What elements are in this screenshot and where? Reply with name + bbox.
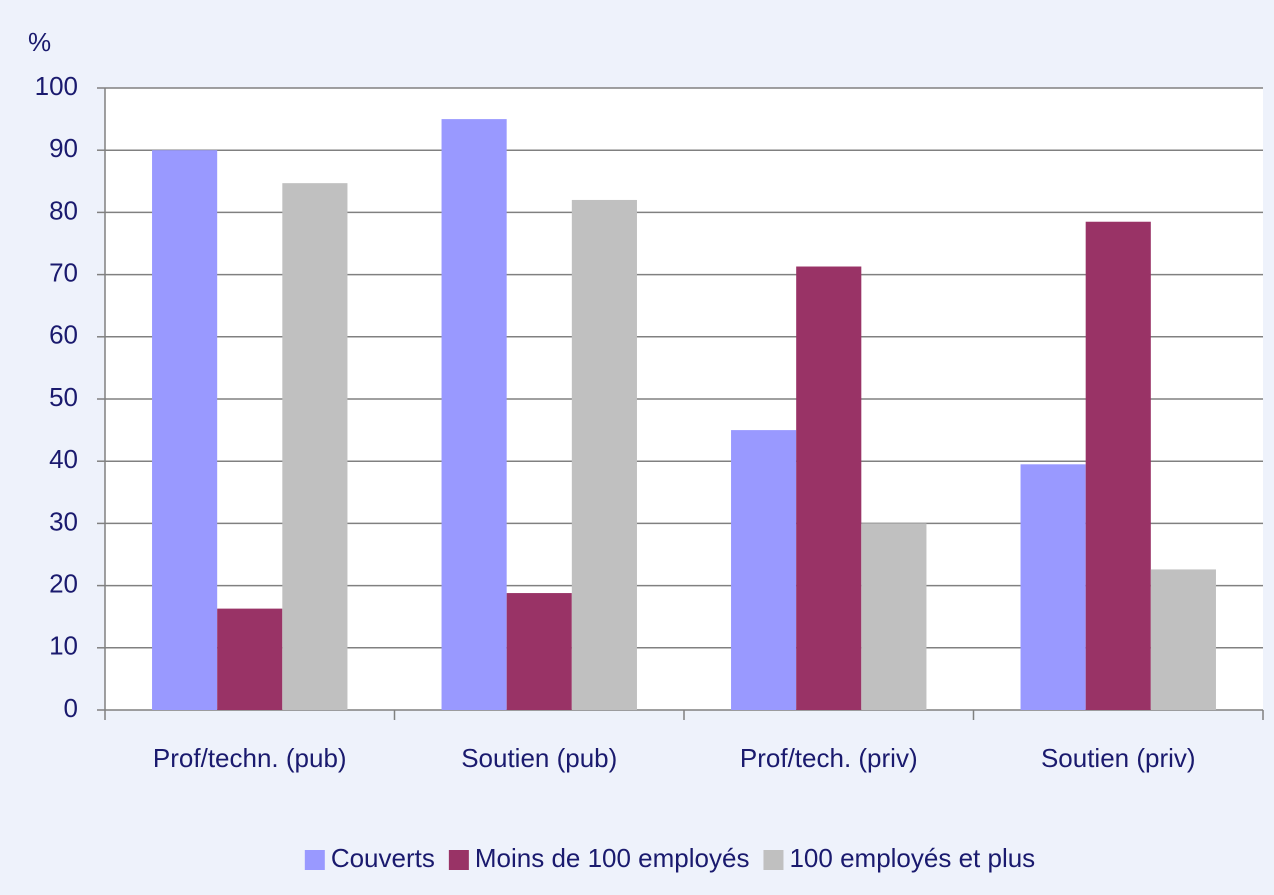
- bar: [217, 608, 283, 710]
- y-axis-label: %: [28, 27, 51, 57]
- bar: [1085, 221, 1151, 711]
- y-tick-label: 80: [49, 195, 78, 225]
- bar: [441, 119, 507, 711]
- y-tick-label: 30: [49, 506, 78, 536]
- bar: [571, 199, 637, 710]
- y-tick-label: 50: [49, 382, 78, 412]
- legend-label: 100 employés et plus: [789, 843, 1035, 873]
- bar: [506, 593, 572, 710]
- y-tick-label: 0: [64, 693, 78, 723]
- x-tick-label: Soutien (pub): [461, 743, 617, 773]
- y-tick-label: 10: [49, 631, 78, 661]
- x-tick-label: Prof/tech. (priv): [740, 743, 918, 773]
- y-tick-label: 40: [49, 444, 78, 474]
- x-tick-label: Soutien (priv): [1041, 743, 1196, 773]
- bar: [152, 150, 218, 710]
- legend-swatch: [304, 850, 325, 870]
- y-tick-label: 70: [49, 257, 78, 287]
- y-tick-label: 90: [49, 133, 78, 163]
- bar: [282, 183, 348, 710]
- bar: [796, 266, 862, 710]
- legend-label: Moins de 100 employés: [475, 843, 750, 873]
- y-tick-label: 20: [49, 568, 78, 598]
- y-tick-label: 100: [35, 71, 78, 101]
- legend-label: Couverts: [331, 843, 435, 873]
- bar: [1150, 569, 1216, 710]
- bar: [861, 523, 927, 710]
- legend-swatch: [448, 850, 469, 870]
- legend-swatch: [763, 850, 784, 870]
- x-tick-label: Prof/techn. (pub): [153, 743, 347, 773]
- bar: [1020, 464, 1086, 710]
- bar: [731, 430, 797, 710]
- y-tick-label: 60: [49, 320, 78, 350]
